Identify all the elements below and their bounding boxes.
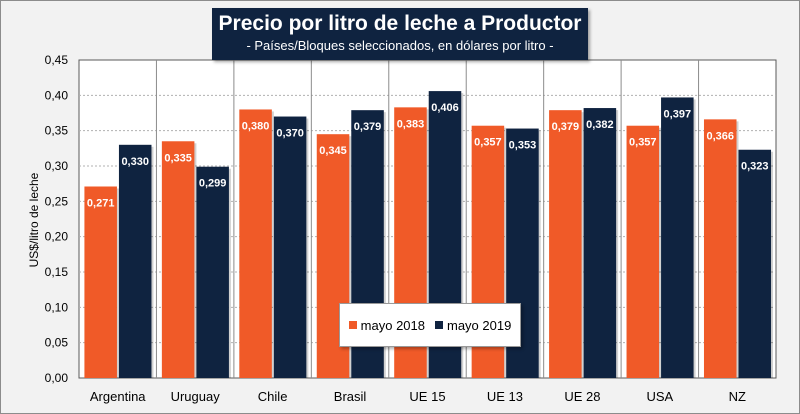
data-label: 0,380: [242, 120, 270, 132]
y-tick-label: 0,10: [45, 300, 69, 314]
legend-item-2019: mayo 2019: [435, 318, 511, 333]
data-label: 0,357: [629, 137, 657, 149]
y-tick-label: 0,20: [45, 230, 69, 244]
data-label: 0,323: [741, 161, 769, 173]
legend-swatch-2018: [348, 321, 357, 329]
bar-2018: [239, 109, 272, 378]
data-label: 0,299: [199, 178, 227, 190]
y-tick-label: 0,00: [45, 371, 69, 385]
data-label: 0,353: [509, 140, 537, 152]
y-tick-label: 0,45: [45, 53, 69, 67]
bar-2019: [273, 116, 307, 379]
bar-2019: [583, 108, 617, 378]
y-tick-label: 0,25: [45, 194, 69, 208]
legend: mayo 2018 mayo 2019: [339, 303, 521, 347]
bars: [84, 91, 774, 379]
data-label: 0,366: [706, 130, 734, 142]
bar-2019: [661, 97, 694, 378]
y-tick-labels: 0,00 0,05 0,10 0,15 0,20 0,25 0,30 0,35 0,40 0,45: [45, 53, 69, 385]
x-tick-label: UE 28: [564, 389, 600, 404]
y-tick-label: 0,05: [45, 336, 69, 350]
data-label: 0,330: [121, 156, 149, 168]
bar-2018: [626, 125, 660, 378]
chart-title: Precio por litro de leche a Productor: [218, 12, 582, 35]
bar-2019: [118, 144, 152, 378]
x-tick-label: Argentina: [90, 389, 146, 404]
data-label: 0,379: [552, 121, 580, 133]
bar-2018: [84, 186, 117, 378]
legend-swatch-2019: [435, 321, 443, 329]
data-label: 0,345: [319, 145, 347, 157]
x-tick-label: USA: [646, 389, 673, 404]
data-labels: 0,271 0,335 0,380 0,345 0,383 0,357 0,379 0,357…: [87, 102, 769, 209]
x-tick-label: UE 15: [409, 389, 445, 404]
x-tick-label: Uruguay: [171, 389, 221, 404]
bar-2018: [161, 141, 195, 378]
y-tick-label: 0,15: [45, 265, 69, 279]
bar-2019: [738, 149, 772, 378]
data-label: 0,357: [474, 137, 502, 149]
data-label: 0,335: [164, 152, 192, 164]
y-tick-label: 0,30: [45, 159, 69, 173]
x-tick-labels: Argentina Uruguay Chile Brasil UE 15 UE 13 UE …: [90, 389, 746, 404]
x-tick-label: NZ: [729, 389, 746, 404]
y-tick-label: 0,40: [45, 88, 69, 102]
chart-subtitle: - Países/Bloques seleccionados, en dólar…: [246, 38, 554, 53]
data-label: 0,397: [664, 108, 692, 120]
y-axis-label: US$/litro de leche: [27, 172, 41, 267]
data-label: 0,383: [397, 118, 425, 130]
legend-item-2018: mayo 2018: [348, 317, 425, 333]
data-label: 0,406: [431, 102, 459, 114]
data-label: 0,382: [586, 119, 614, 131]
x-tick-label: UE 13: [487, 389, 523, 404]
bar-2018: [703, 119, 737, 379]
bar-2018: [549, 110, 582, 378]
legend-label-2018: mayo 2018: [360, 317, 425, 333]
x-tick-label: Chile: [258, 389, 288, 404]
data-label: 0,370: [276, 128, 304, 140]
chart-title-box: Precio por litro de leche a Productor - …: [212, 8, 588, 60]
data-label: 0,271: [87, 197, 115, 209]
y-tick-label: 0,35: [45, 124, 69, 138]
legend-label-2019: mayo 2019: [447, 317, 512, 333]
x-tick-label: Brasil: [334, 389, 367, 404]
bar-2019: [196, 166, 229, 378]
data-label: 0,379: [354, 121, 382, 133]
